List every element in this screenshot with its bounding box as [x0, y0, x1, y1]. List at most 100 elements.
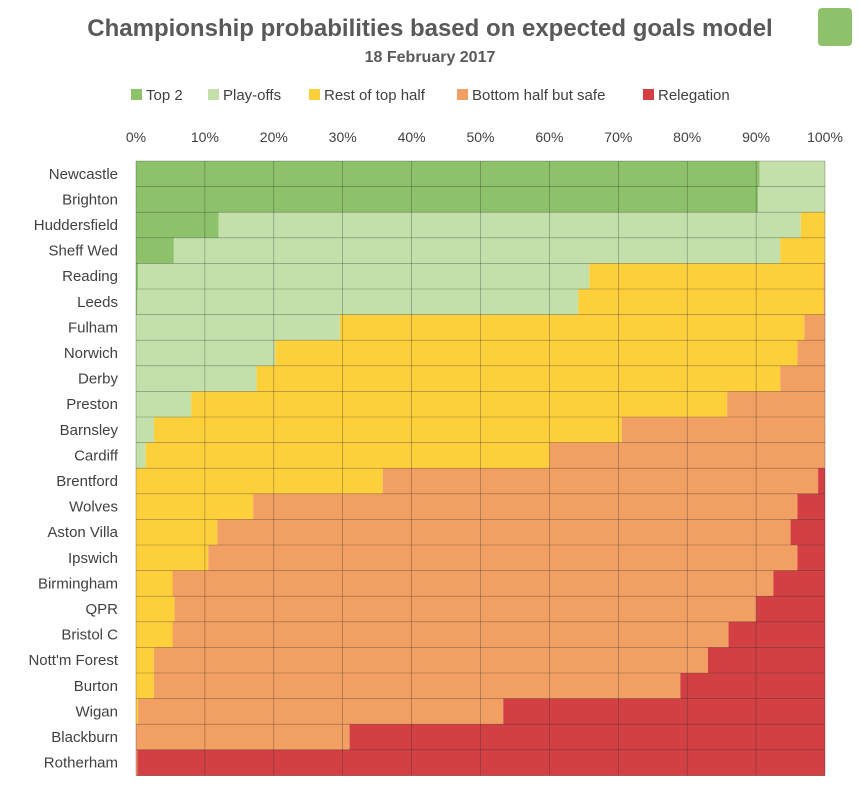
bar-segment-rest-of-top-half	[136, 519, 218, 546]
bar-segment-rest-of-top-half	[136, 647, 154, 674]
category-label: Huddersfield	[34, 217, 118, 234]
bar-segment-bottom-half-but-safe	[253, 493, 798, 520]
bar-segment-bottom-half-but-safe	[823, 289, 825, 315]
bar-segment-play-offs	[136, 314, 340, 341]
bar-segment-rest-of-top-half	[800, 212, 825, 239]
bar-segment-play-offs	[136, 417, 154, 443]
category-label: Cardiff	[74, 447, 119, 464]
bar-segment-bottom-half-but-safe	[172, 570, 774, 597]
bar-segment-relegation	[728, 621, 825, 648]
brand-logo-icon	[818, 8, 852, 46]
bar-segment-bottom-half-but-safe	[174, 596, 757, 623]
category-label: Aston Villa	[47, 524, 118, 541]
legend-label-play-offs: Play-offs	[223, 87, 281, 104]
legend-swatch-relegation	[643, 89, 654, 100]
bar-segment-rest-of-top-half	[136, 698, 139, 725]
bar-segment-bottom-half-but-safe	[727, 391, 825, 418]
bar-segment-rest-of-top-half	[136, 570, 173, 597]
bar-segment-play-offs	[136, 391, 192, 418]
bar-segment-top-2	[136, 161, 760, 187]
chart-subtitle: 18 February 2017	[365, 49, 496, 66]
bar-segment-top-2	[136, 186, 759, 213]
bar-segment-rest-of-top-half	[136, 673, 154, 699]
bar-segment-play-offs	[137, 289, 579, 315]
bar-segment-rest-of-top-half	[136, 493, 254, 520]
category-label: Rotherham	[44, 755, 118, 772]
bar-segment-bottom-half-but-safe	[804, 314, 825, 341]
gridlines	[135, 160, 826, 776]
category-label: Blackburn	[51, 729, 118, 746]
bar-segment-bottom-half-but-safe	[382, 468, 819, 495]
category-label: Derby	[78, 371, 119, 388]
chart-legend: Top 2 Play-offs Rest of top half Bottom hal…	[131, 87, 730, 104]
bar-segment-rest-of-top-half	[191, 391, 728, 418]
legend-swatch-top-2	[131, 89, 142, 100]
bar-segment-relegation	[818, 468, 825, 495]
category-label: QPR	[85, 601, 118, 618]
bar-segment-bottom-half-but-safe	[153, 647, 708, 674]
bar-segment-bottom-half-but-safe	[172, 621, 729, 648]
bar-segment-relegation	[797, 493, 825, 520]
category-label: Wolves	[69, 499, 118, 516]
category-label: Birmingham	[38, 575, 118, 592]
bar-segment-relegation	[707, 647, 825, 674]
bar-segment-play-offs	[136, 340, 276, 367]
bar-segment-top-2	[136, 263, 139, 290]
bar-segment-relegation	[756, 596, 825, 623]
x-tick-label: 20%	[260, 129, 288, 145]
category-label: Fulham	[68, 319, 118, 336]
x-tick-label: 60%	[535, 129, 563, 145]
bar-segment-play-offs	[136, 365, 257, 392]
bar-segment-bottom-half-but-safe	[797, 340, 825, 367]
bar-segment-rest-of-top-half	[136, 545, 209, 571]
legend-label-top-2: Top 2	[146, 87, 183, 104]
bar-segment-bottom-half-but-safe	[153, 673, 681, 699]
bar-segment-play-offs	[136, 442, 146, 469]
bar-segment-rest-of-top-half	[136, 468, 383, 495]
bar-segment-top-2	[136, 289, 138, 315]
bar-segment-rest-of-top-half	[145, 442, 550, 469]
bar-segment-play-offs	[759, 161, 825, 187]
bar-segment-rest-of-top-half	[589, 263, 824, 290]
bar-segment-relegation	[137, 749, 826, 776]
category-label: Brighton	[62, 191, 118, 208]
x-tick-label: 90%	[742, 129, 770, 145]
x-tick-label: 40%	[398, 129, 426, 145]
bar-segment-rest-of-top-half	[339, 314, 805, 341]
category-label: Brentford	[56, 473, 118, 490]
bar-segment-relegation	[680, 673, 825, 699]
bar-segment-relegation	[797, 545, 825, 571]
bar-segment-relegation	[773, 570, 825, 597]
bar-segment-bottom-half-but-safe	[621, 417, 825, 443]
x-tick-label: 100%	[807, 129, 843, 145]
plot-area	[136, 161, 826, 776]
chart-title: Championship probabilities based on expe…	[87, 15, 772, 42]
bar-segment-rest-of-top-half	[780, 237, 825, 264]
bar-segment-relegation	[790, 519, 825, 546]
bar-segment-rest-of-top-half	[275, 340, 798, 367]
bar-segment-rest-of-top-half	[136, 621, 173, 648]
category-label: Bristol C	[61, 627, 118, 644]
bar-segment-play-offs	[138, 263, 590, 290]
bar-segment-bottom-half-but-safe	[823, 263, 825, 290]
bar-segment-bottom-half-but-safe	[138, 698, 504, 725]
legend-swatch-bottom-half-but-safe	[457, 89, 468, 100]
y-axis: Newcastle Brighton Huddersfield Sheff Wed Re…	[28, 166, 118, 772]
bar-segment-bottom-half-but-safe	[136, 749, 138, 776]
category-label: Burton	[74, 678, 118, 695]
category-label: Wigan	[75, 703, 118, 720]
bar-segment-relegation	[349, 724, 825, 751]
category-label: Ipswich	[68, 550, 118, 567]
category-label: Leeds	[77, 294, 118, 311]
category-label: Nott'm Forest	[28, 652, 118, 669]
bar-segment-rest-of-top-half	[136, 596, 175, 623]
x-tick-label: 80%	[673, 129, 701, 145]
bar-segment-bottom-half-but-safe	[780, 365, 825, 392]
bar-segment-play-offs	[758, 186, 825, 213]
x-tick-label: 0%	[126, 129, 146, 145]
bar-segment-top-2	[136, 237, 174, 264]
legend-label-rest-of-top-half: Rest of top half	[324, 87, 426, 104]
category-label: Barnsley	[60, 422, 119, 439]
x-tick-label: 50%	[466, 129, 494, 145]
